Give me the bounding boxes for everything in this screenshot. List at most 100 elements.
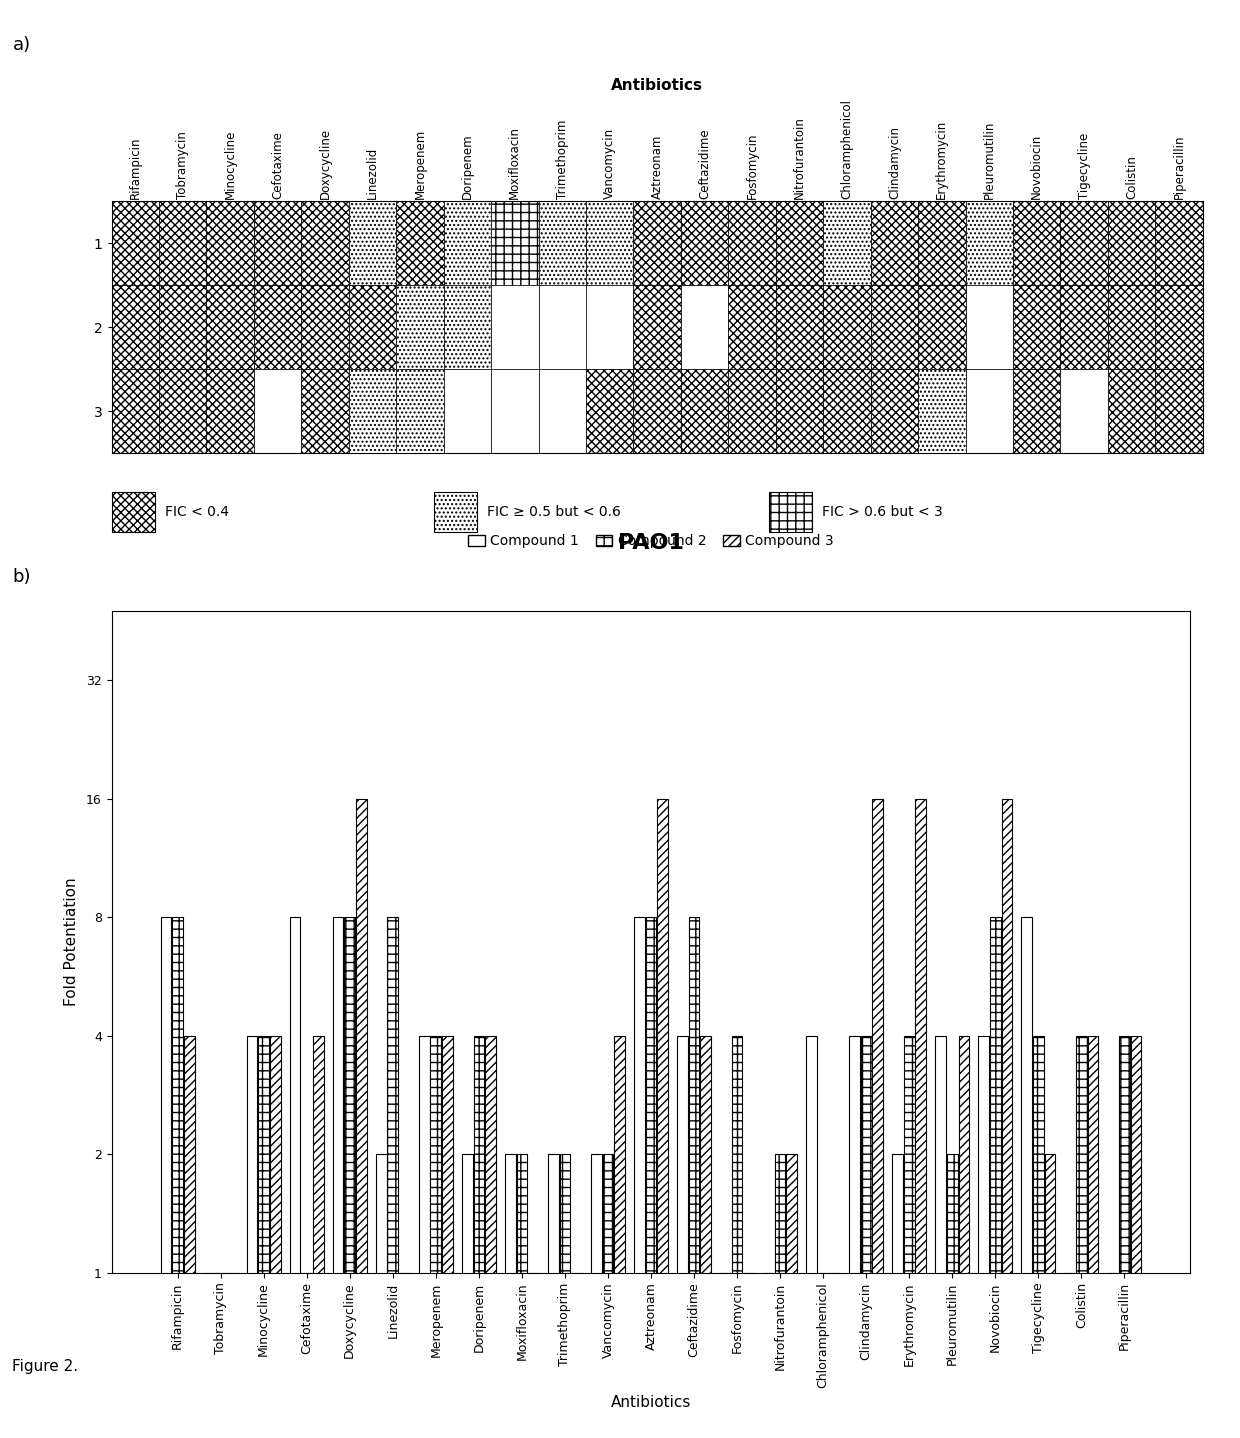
Bar [776, 285, 823, 370]
Bar [1013, 285, 1060, 370]
Text: FIC > 0.6 but < 3: FIC > 0.6 but < 3 [822, 505, 942, 519]
Bar [1131, 1035, 1141, 1438]
Bar [587, 285, 634, 370]
Bar [159, 201, 207, 285]
Bar [1076, 1035, 1086, 1438]
Bar [763, 1273, 774, 1438]
Bar [348, 370, 397, 453]
Bar [978, 1035, 990, 1438]
Bar [775, 1155, 785, 1438]
Bar [893, 1155, 903, 1438]
Bar [720, 1273, 730, 1438]
Bar [1156, 285, 1203, 370]
Text: b): b) [12, 568, 31, 587]
Bar [870, 201, 918, 285]
X-axis label: Antibiotics: Antibiotics [611, 78, 703, 93]
Bar [587, 370, 634, 453]
Bar [538, 285, 587, 370]
Bar [397, 285, 444, 370]
Bar [634, 917, 645, 1438]
Bar [112, 285, 159, 370]
Bar [728, 285, 776, 370]
Bar [1107, 370, 1156, 453]
Bar [491, 370, 538, 453]
Bar [681, 370, 728, 453]
Bar [1060, 201, 1107, 285]
Bar [207, 201, 254, 285]
Bar [348, 285, 397, 370]
Bar [873, 800, 883, 1438]
Bar [915, 800, 926, 1438]
Bar [966, 285, 1013, 370]
Bar [290, 917, 300, 1438]
Bar [776, 370, 823, 453]
Bar [270, 1035, 280, 1438]
Bar [823, 370, 870, 453]
Bar [312, 1035, 324, 1438]
Bar [572, 1273, 582, 1438]
Bar [1107, 201, 1156, 285]
Bar [474, 1035, 484, 1438]
Bar [254, 285, 301, 370]
Bar [1087, 1035, 1099, 1438]
Bar [1013, 201, 1060, 285]
Bar [1107, 370, 1156, 453]
Bar [870, 285, 918, 370]
Bar [1060, 285, 1107, 370]
Bar [966, 201, 1013, 285]
Bar [634, 370, 681, 453]
Bar [681, 201, 728, 285]
Bar [587, 201, 634, 285]
Bar [681, 370, 728, 453]
Bar [591, 1155, 601, 1438]
Bar [614, 1035, 625, 1438]
Bar [861, 1035, 872, 1438]
Bar [776, 285, 823, 370]
Bar [634, 201, 681, 285]
Bar [728, 285, 776, 370]
Bar [397, 201, 444, 285]
Bar [870, 285, 918, 370]
Bar [603, 1155, 614, 1438]
Bar [301, 201, 348, 285]
Bar [258, 1035, 269, 1438]
Bar [254, 285, 301, 370]
Bar [461, 1155, 472, 1438]
Bar [634, 201, 681, 285]
Bar [823, 370, 870, 453]
Bar [634, 370, 681, 453]
Bar [207, 285, 254, 370]
Bar [681, 285, 728, 370]
Bar [112, 370, 159, 453]
Bar [918, 201, 966, 285]
Bar [1156, 201, 1203, 285]
Bar [1060, 285, 1107, 370]
Bar [1156, 370, 1203, 453]
Bar [587, 370, 634, 453]
Bar [159, 285, 207, 370]
Bar [1013, 370, 1060, 453]
Bar [728, 370, 776, 453]
Bar [1107, 1273, 1118, 1438]
Bar [207, 201, 254, 285]
Bar [1022, 917, 1032, 1438]
Bar [348, 285, 397, 370]
Bar [538, 370, 587, 453]
Bar [743, 1273, 754, 1438]
Bar [207, 285, 254, 370]
Bar [918, 285, 966, 370]
Bar [646, 917, 656, 1438]
Bar [1033, 1035, 1044, 1438]
Bar [159, 370, 207, 453]
Bar [1156, 370, 1203, 453]
Bar [1107, 201, 1156, 285]
Bar [634, 285, 681, 370]
Bar [918, 201, 966, 285]
Bar [904, 1035, 915, 1438]
Bar [823, 285, 870, 370]
Bar [818, 1273, 828, 1438]
Bar [254, 201, 301, 285]
Bar [332, 917, 343, 1438]
Bar [728, 370, 776, 453]
Bar [830, 1273, 841, 1438]
